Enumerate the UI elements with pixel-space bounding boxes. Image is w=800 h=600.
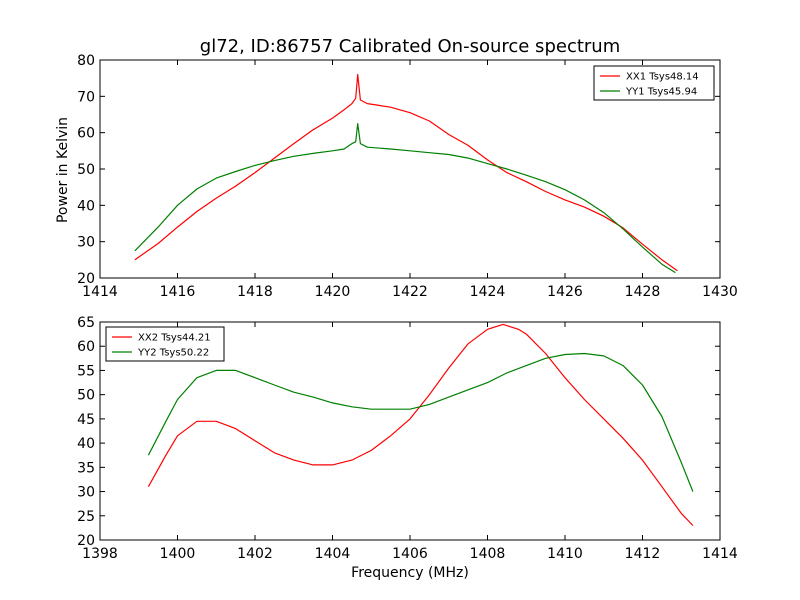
x-tick-label: 1408 xyxy=(470,546,506,562)
y-tick-label: 70 xyxy=(77,89,95,105)
x-tick-label: 1430 xyxy=(702,284,738,300)
series-line-xx xyxy=(134,73,678,272)
x-tick-label: 1428 xyxy=(625,284,661,300)
y-tick-label: 40 xyxy=(77,436,95,452)
series-line-xx xyxy=(147,323,694,526)
x-tick-label: 1398 xyxy=(82,546,118,562)
x-tick-label: 1406 xyxy=(392,546,428,562)
chart-title: gl72, ID:86757 Calibrated On-source spec… xyxy=(200,36,620,57)
x-tick-label: 1414 xyxy=(702,546,738,562)
y-tick-label: 20 xyxy=(77,271,95,287)
x-tick-label: 1422 xyxy=(392,284,428,300)
x-tick-label: 1424 xyxy=(470,284,506,300)
x-tick-label: 1400 xyxy=(160,546,196,562)
y-tick-label: 55 xyxy=(77,363,95,379)
x-tick-label: 1414 xyxy=(82,284,118,300)
y-axis-label: Power in Kelvin xyxy=(55,117,71,223)
x-tick-label: 1416 xyxy=(160,284,196,300)
y-tick-label: 50 xyxy=(77,388,95,404)
x-tick-label: 1404 xyxy=(315,546,351,562)
y-tick-label: 40 xyxy=(77,198,95,214)
y-tick-label: 65 xyxy=(77,315,95,331)
legend-entry: XX2 Tsys44.21 xyxy=(138,333,211,344)
x-tick-label: 1410 xyxy=(547,546,583,562)
y-tick-label: 45 xyxy=(77,412,95,428)
x-tick-label: 1412 xyxy=(625,546,661,562)
bottom-panel: 1398 1400 1402 1404 1406 1408 1410 1412 1414 20 25… xyxy=(77,315,738,562)
y-tick-label: 20 xyxy=(77,533,95,549)
legend-entry: XX1 Tsys48.14 xyxy=(626,72,699,83)
x-tick-label: 1402 xyxy=(237,546,273,562)
y-tick-label: 35 xyxy=(77,460,95,476)
legend: XX2 Tsys44.21 YY2 Tsys50.22 xyxy=(105,326,225,362)
series-line-yy xyxy=(147,352,694,492)
legend: XX1 Tsys48.14 YY1 Tsys45.94 xyxy=(593,65,715,101)
y-tick-label: 30 xyxy=(77,485,95,501)
y-tick-label: 60 xyxy=(77,339,95,355)
legend-box xyxy=(593,65,715,101)
y-tick-label: 25 xyxy=(77,509,95,525)
y-tick-label: 50 xyxy=(77,162,95,178)
y-tick-label: 80 xyxy=(77,53,95,69)
legend-box xyxy=(105,326,225,362)
x-tick-label: 1420 xyxy=(315,284,351,300)
legend-entry: YY2 Tsys50.22 xyxy=(137,348,209,359)
series-line-yy xyxy=(134,123,676,274)
top-panel: 1414 1416 1418 1420 1422 1424 1426 1428 1430 20 30… xyxy=(77,53,738,300)
x-tick-label: 1426 xyxy=(547,284,583,300)
x-tick-label: 1418 xyxy=(237,284,273,300)
y-tick-label: 30 xyxy=(77,235,95,251)
x-axis-label: Frequency (MHz) xyxy=(351,565,469,581)
legend-entry: YY1 Tsys45.94 xyxy=(625,87,697,98)
y-tick-label: 60 xyxy=(77,126,95,142)
